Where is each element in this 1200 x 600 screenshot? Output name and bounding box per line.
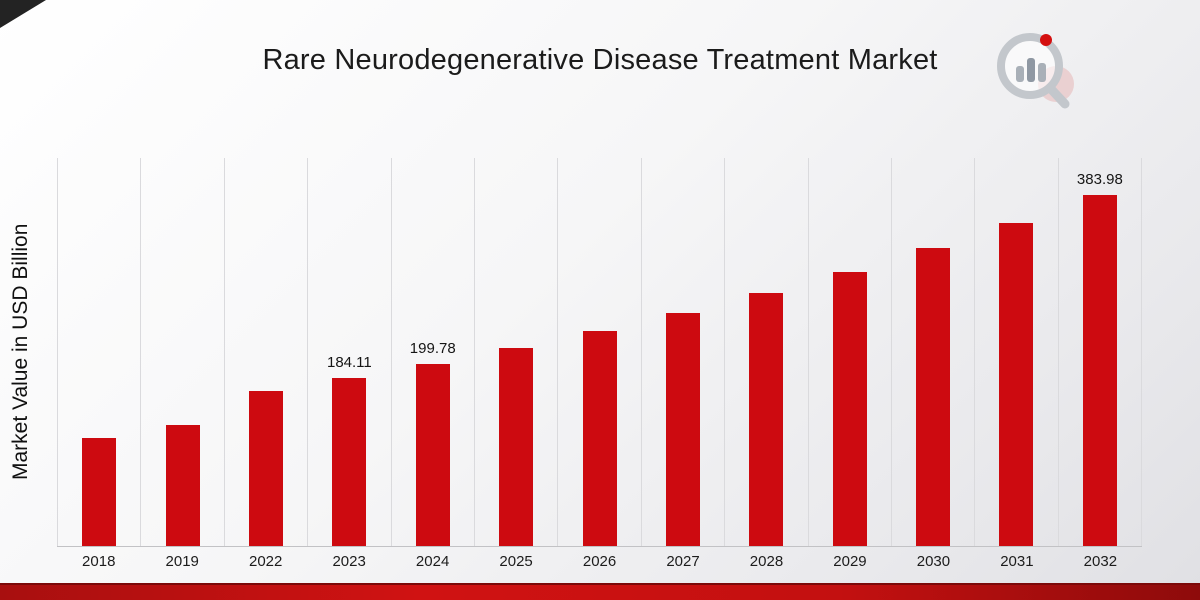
bar-2031 [999,222,1034,546]
x-axis-ticks: 2018 2019 2022 2023 2024 2025 2026 2027 2028 2029… [57,553,1142,570]
bar-2025 [499,348,534,546]
y-axis-label: Market Value in USD Billion [9,223,32,481]
bar-2024: 199.78 [410,340,456,546]
x-tick-2030: 2030 [916,553,951,570]
chart-column [725,158,809,546]
chart-column [225,158,309,546]
footer-band [0,583,1200,600]
data-label-2023: 184.11 [326,353,372,371]
corner-accent [0,0,46,28]
x-tick-2025: 2025 [499,553,533,570]
x-tick-2018: 2018 [82,553,116,570]
plot-area: 184.11 199.78 383.98 [57,158,1143,547]
x-tick-2026: 2026 [582,553,617,570]
bar-2028 [749,293,784,546]
bar-2030 [916,248,951,546]
bar-2029 [832,271,867,546]
magnifier-bar-chart-logo-icon [988,28,1088,112]
chart-column [141,158,225,546]
x-tick-2019: 2019 [165,553,199,570]
x-tick-2024: 2024 [415,553,450,570]
x-tick-2029: 2029 [833,553,867,570]
x-tick-2031: 2031 [1000,553,1034,570]
data-label-2024: 199.78 [409,339,456,357]
x-tick-2023: 2023 [332,553,366,570]
x-tick-2022: 2022 [248,553,283,570]
chart-column [642,158,726,546]
chart-column [975,158,1059,546]
chart-column: 383.98 [1059,158,1143,546]
bar-2032: 383.98 [1077,171,1123,546]
bar-2019 [165,424,200,546]
chart-column [475,158,559,546]
bar-2022 [248,391,283,546]
chart-column [809,158,892,546]
x-tick-2027: 2027 [666,553,700,570]
chart-column [892,158,976,546]
x-tick-2028: 2028 [749,553,784,570]
bar-2027 [665,313,700,546]
chart-column: 199.78 [392,158,475,546]
x-tick-2032: 2032 [1083,553,1118,570]
chart-title: Rare Neurodegenerative Disease Treatment… [262,44,938,76]
chart-column [558,158,642,546]
chart-column: 184.11 [308,158,392,546]
bar-2018 [82,438,117,546]
bar-2026 [582,331,617,546]
data-label-2032: 383.98 [1076,171,1123,189]
bar-2023: 184.11 [327,354,372,546]
chart-column [57,158,142,546]
